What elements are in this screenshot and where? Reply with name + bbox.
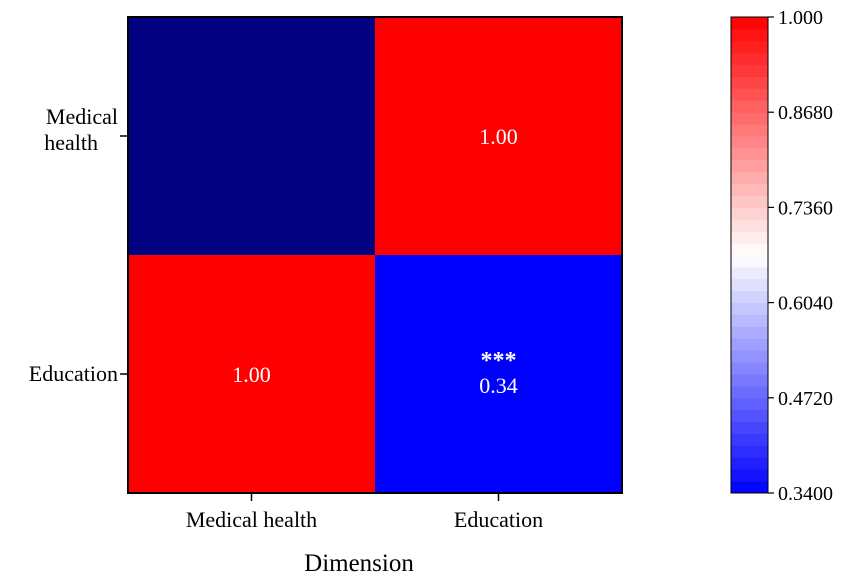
colorbar-segment <box>731 124 768 137</box>
colorbar-segment <box>731 40 768 54</box>
colorbar-segment <box>731 183 768 196</box>
colorbar-segment <box>731 52 768 66</box>
colorbar-segment <box>731 469 768 482</box>
colorbar-segment <box>731 290 768 304</box>
colorbar-segment <box>731 207 768 220</box>
colorbar-segment <box>731 28 768 42</box>
colorbar-segment <box>731 362 768 375</box>
y-tick-label: Medical health <box>44 104 118 155</box>
colorbar-segment <box>731 338 768 351</box>
colorbar-segment <box>731 385 768 399</box>
colorbar-segment <box>731 409 768 423</box>
cell-significance: *** <box>481 348 517 374</box>
colorbar-tick-label: 0.4720 <box>778 388 833 410</box>
colorbar-segment <box>731 433 768 446</box>
colorbar-segment <box>731 445 768 458</box>
colorbar-segment <box>731 159 768 173</box>
colorbar-segment <box>731 302 768 315</box>
heatmap-cell <box>128 255 375 493</box>
colorbar-tick-label: 0.3400 <box>778 483 833 505</box>
colorbar-tick-label: 0.8680 <box>778 102 833 124</box>
colorbar-segment <box>731 457 768 470</box>
plot-frame <box>127 16 623 494</box>
colorbar-segment <box>731 171 768 185</box>
colorbar-segment <box>731 421 768 434</box>
colorbar-tick-label: 0.7360 <box>778 197 833 219</box>
colorbar-segment <box>731 243 768 256</box>
colorbar-segment <box>731 195 768 208</box>
colorbar-segment <box>731 255 768 268</box>
heatmap-cell <box>375 255 622 493</box>
colorbar-segment <box>731 136 768 149</box>
y-tick-label: Education <box>29 361 118 386</box>
colorbar-segment <box>731 278 768 292</box>
colorbar-tick-label: 0.6040 <box>778 293 833 315</box>
axes: Medical health Education Medical health Educ… <box>29 104 543 532</box>
x-tick-label: Education <box>454 507 543 532</box>
colorbar-segment <box>731 481 768 494</box>
heatmap-cell <box>128 17 375 255</box>
heatmap-cells: 1.00 1.00 ***0.34 <box>128 17 622 493</box>
cell-value-label: 1.00 <box>479 124 518 149</box>
colorbar-segment <box>731 100 768 113</box>
colorbar-segment <box>731 397 768 411</box>
cell-value-label: 0.34 <box>479 373 518 398</box>
colorbar-segment <box>731 17 768 30</box>
x-tick-label: Medical health <box>186 507 317 532</box>
colorbar-segment <box>731 88 768 101</box>
colorbar-segment <box>731 231 768 244</box>
cell-value-label: 1.00 <box>232 362 271 387</box>
colorbar-segment <box>731 314 768 327</box>
colorbar-segment <box>731 350 768 363</box>
x-axis-title: Dimension <box>304 550 414 577</box>
colorbar-frame <box>730 16 769 494</box>
colorbar-segment <box>731 374 768 387</box>
colorbar-segment <box>731 147 768 161</box>
colorbar-tick-label: 1.000 <box>778 7 823 29</box>
heatmap-cell <box>375 17 622 255</box>
colorbar-segment <box>731 219 768 232</box>
colorbar-segment <box>731 64 768 77</box>
colorbar-segment <box>731 76 768 89</box>
colorbar-segment <box>731 266 768 280</box>
colorbar-segment <box>731 112 768 125</box>
colorbar-segment <box>731 326 768 339</box>
colorbar: 1.000 0.8680 0.7360 0.6040 0.4720 0.3400 <box>730 7 833 505</box>
